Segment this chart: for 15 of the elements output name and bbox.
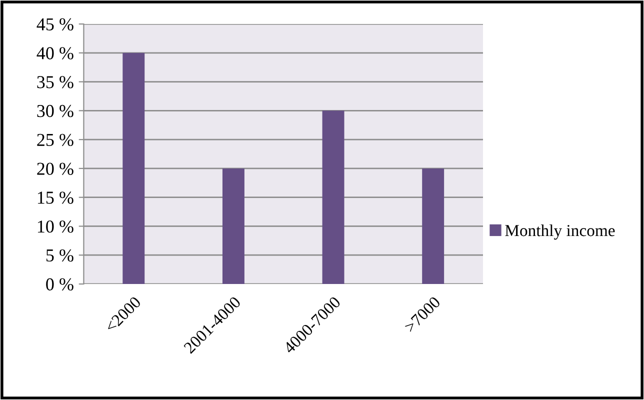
bar <box>422 168 444 284</box>
y-tick-label: 35 % <box>37 76 74 88</box>
y-tick-label: 30 % <box>37 104 74 118</box>
y-tick-label: 45 % <box>36 18 74 30</box>
bar <box>222 168 244 284</box>
legend-label: Monthly income <box>505 224 615 240</box>
bar <box>122 52 145 284</box>
bar <box>322 110 344 284</box>
y-tick-label: 20 % <box>37 162 74 175</box>
y-tick-label: 10 % <box>38 220 74 233</box>
y-tick-label: 15 % <box>38 192 74 204</box>
y-tick-label: 40 % <box>36 47 74 60</box>
y-tick-label: 25 % <box>37 134 74 146</box>
y-tick-label: 5 % <box>46 249 74 262</box>
y-tick-label: 0 % <box>46 278 74 290</box>
